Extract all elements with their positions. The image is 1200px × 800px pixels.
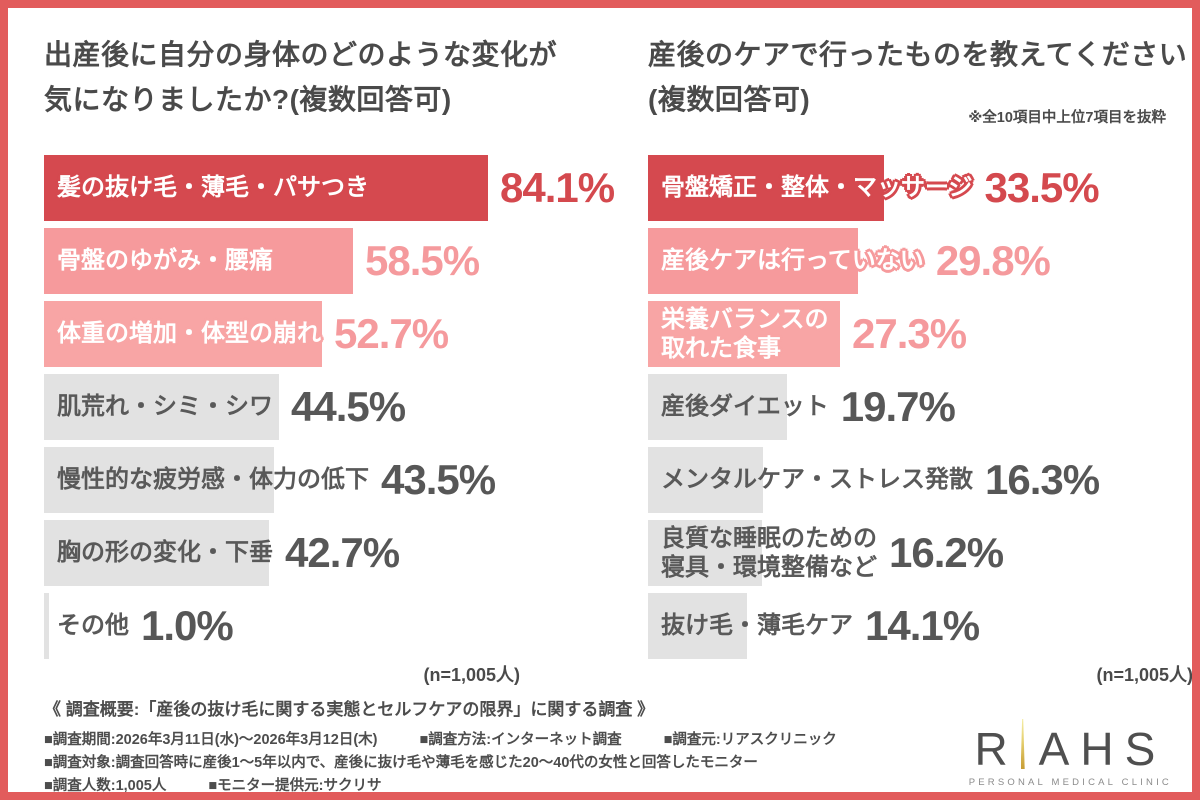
bar-value: 52.7%: [334, 310, 449, 357]
bar: [44, 374, 279, 440]
bar-row: 胸の形の変化・下垂 42.7%: [44, 520, 600, 586]
bar: [648, 301, 840, 367]
survey-overview: 《 調査概要:「産後の抜け毛に関する実態とセルフケアの限界」に関する調査 》 ■…: [44, 695, 837, 794]
bar-label: 体重の増加・体型の崩れ: [57, 320, 321, 348]
bar-label: 産後ダイエット: [661, 393, 829, 421]
needle-icon: [1020, 719, 1025, 769]
survey-monitor-provider: ■モニター提供元:サクリサ: [208, 778, 382, 794]
bar-value: 16.3%: [985, 456, 1100, 503]
bar-row: その他 1.0%: [44, 593, 600, 659]
brand-logo-letter-r: R: [974, 723, 1019, 775]
bar-label: その他: [57, 612, 129, 640]
bar: [44, 155, 488, 221]
sample-size-left: (n=1,005人): [423, 665, 520, 685]
sample-size-right: (n=1,005人): [1096, 665, 1193, 685]
bar-value: 29.8%: [935, 237, 1051, 284]
bar-value: 1.0%: [141, 602, 234, 649]
bar-row: 肌荒れ・シミ・シワ 44.5%: [44, 374, 600, 440]
survey-source: ■調査元:リアスクリニック: [663, 732, 837, 748]
bar: [648, 374, 787, 440]
bar-row: メンタルケア・ストレス発散 16.3%: [648, 447, 1160, 513]
brand-logo-letters: R AHS: [969, 719, 1172, 772]
chart-title-left: 出産後に自分の身体のどのような変化が 気になりましたか?(複数回答可): [44, 32, 600, 122]
bar-row: 髪の抜け毛・薄毛・パサつき 84.1%: [44, 155, 615, 221]
chart-title-right-line1: 産後のケアで行ったものを教えてください: [648, 39, 1188, 70]
survey-target: ■調査対象:調査回答時に産後1〜5年以内で、産後に抜け毛や薄毛を感じた20〜40…: [44, 755, 758, 771]
brand-logo: R AHS PERSONAL MEDICAL CLINIC: [969, 719, 1172, 788]
bar-row: 栄養バランスの 取れた食事 27.3%: [648, 301, 1160, 367]
bar-value: 16.2%: [889, 529, 1004, 576]
chart-title-right-line2: (複数回答可): [648, 84, 811, 115]
survey-overview-line: ■調査人数:1,005人 ■モニター提供元:サクリサ: [44, 775, 837, 794]
survey-overview-heading: 《 調査概要:「産後の抜け毛に関する実態とセルフケアの限界」に関する調査 》: [44, 700, 655, 719]
bar-value: 58.5%: [365, 237, 480, 284]
bar-row: 産後ケアは行っていない 29.8%: [648, 228, 1160, 294]
bar-row: 良質な睡眠のための 寝具・環境整備など 16.2%: [648, 520, 1160, 586]
bar: [44, 447, 274, 513]
bar-row: 骨盤矯正・整体・マッサージ 33.5%: [648, 155, 1160, 221]
bar-value: 14.1%: [865, 602, 980, 649]
bar: [44, 228, 353, 294]
chart-section-body-changes: 出産後に自分の身体のどのような変化が 気になりましたか?(複数回答可) 髪の抜け毛…: [44, 32, 615, 659]
bar: [648, 520, 762, 586]
chart-title-right: 産後のケアで行ったものを教えてください (複数回答可): [648, 32, 1187, 122]
survey-overview-line: ■調査期間:2026年3月11日(水)〜2026年3月12日(木) ■調査方法:…: [44, 729, 837, 752]
bar-value: 43.5%: [381, 456, 496, 503]
bar-row: 産後ダイエット 19.7%: [648, 374, 1160, 440]
bar-value: 19.7%: [840, 383, 956, 430]
bar-value: 27.3%: [852, 310, 967, 357]
bar: [44, 593, 49, 659]
chart-title-left-line1: 出産後に自分の身体のどのような変化が: [44, 39, 558, 70]
brand-logo-subtext: PERSONAL MEDICAL CLINIC: [968, 777, 1172, 788]
bar-label: 産後ケアは行っていない: [661, 247, 924, 275]
brand-logo-letters-ahs: AHS: [1038, 723, 1167, 775]
chart-note: ※全10項目中上位7項目を抜粋: [968, 110, 1166, 126]
bar: [648, 155, 884, 221]
bar: [648, 447, 763, 513]
bar-value: 33.5%: [984, 164, 1100, 211]
survey-period: ■調査期間:2026年3月11日(水)〜2026年3月12日(木): [44, 732, 378, 748]
bar-row: 抜け毛・薄毛ケア 14.1%: [648, 593, 1160, 659]
bar-label: 慢性的な疲労感・体力の低下: [57, 466, 369, 494]
bar-label: 骨盤矯正・整体・マッサージ: [661, 174, 973, 202]
bar-label: 骨盤のゆがみ・腰痛: [57, 247, 273, 275]
bar-chart-right: 骨盤矯正・整体・マッサージ 33.5% 産後ケアは行っていない 29.8% 栄養バランス…: [648, 155, 1160, 666]
survey-method: ■調査方法:インターネット調査: [419, 732, 622, 748]
survey-overview-line: ■調査対象:調査回答時に産後1〜5年以内で、産後に抜け毛や薄毛を感じた20〜40…: [44, 752, 837, 775]
bar-value: 84.1%: [500, 164, 615, 211]
bar-value: 42.7%: [285, 529, 400, 576]
bar-value: 44.5%: [291, 383, 406, 430]
bar: [648, 228, 858, 294]
bar-label: 肌荒れ・シミ・シワ: [57, 393, 273, 421]
bar-row: 骨盤のゆがみ・腰痛 58.5%: [44, 228, 600, 294]
bar: [648, 593, 747, 659]
bar: [44, 301, 322, 367]
bar-label: 栄養バランスの 取れた食事: [661, 305, 829, 362]
chart-section-postpartum-care: 産後のケアで行ったものを教えてください (複数回答可) ※全10項目中上位7項目を…: [648, 32, 1187, 659]
bar-label: 抜け毛・薄毛ケア: [661, 612, 853, 640]
bar-label: メンタルケア・ストレス発散: [661, 466, 973, 494]
bar-label: 良質な睡眠のための 寝具・環境整備など: [661, 524, 877, 581]
chart-title-left-line2: 気になりましたか?(複数回答可): [44, 84, 452, 115]
survey-count: ■調査人数:1,005人: [44, 778, 167, 794]
bar-label: 胸の形の変化・下垂: [57, 539, 273, 567]
bar-row: 慢性的な疲労感・体力の低下 43.5%: [44, 447, 600, 513]
bar-chart-left: 髪の抜け毛・薄毛・パサつき 84.1% 骨盤のゆがみ・腰痛 58.5% 体重の増加・体型…: [44, 155, 615, 666]
bar-label: 髪の抜け毛・薄毛・パサつき: [57, 174, 369, 202]
bar-row: 体重の増加・体型の崩れ 52.7%: [44, 301, 600, 367]
bar: [44, 520, 269, 586]
